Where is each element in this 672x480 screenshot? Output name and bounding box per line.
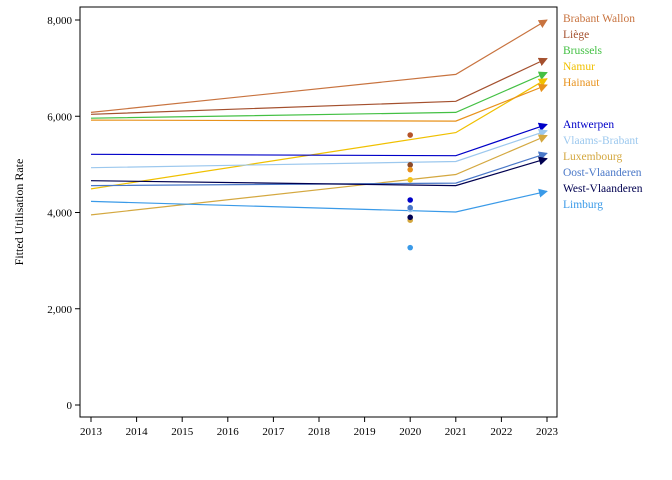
x-tick-label: 2013 [80, 426, 103, 438]
legend-entry: Brabant Wallon [563, 13, 635, 25]
x-axis-ticks: 2013 2014 2015 2016 2017 2018 2019 2020 2021 2022… [80, 417, 559, 438]
legend-entry: Oost-Vlaanderen [563, 167, 642, 179]
legend-entry: Hainaut [563, 77, 600, 89]
y-tick-label: 0 [67, 400, 73, 412]
x-tick-label: 2022 [490, 426, 512, 438]
legend-entry: Brussels [563, 45, 603, 57]
series-lines [90, 19, 548, 216]
data-point-2020 [407, 176, 414, 183]
legend-entry: West-Vlaanderen [563, 183, 643, 195]
y-tick-label: 4,000 [47, 208, 72, 220]
x-tick-label: 2019 [354, 426, 377, 438]
series-line [90, 151, 548, 187]
x-tick-label: 2016 [217, 426, 240, 438]
series-line [90, 129, 548, 169]
data-point-2020 [407, 132, 414, 138]
series-line [90, 122, 548, 157]
data-point-2020 [407, 244, 414, 251]
series-line [90, 71, 548, 119]
x-tick-label: 2018 [308, 426, 331, 438]
y-tick-label: 6,000 [47, 111, 72, 123]
legend-entry: Namur [563, 61, 595, 73]
data-point-2020 [407, 197, 414, 203]
x-tick-label: 2021 [445, 426, 467, 438]
data-point-2020 [407, 162, 414, 168]
data-point-2020 [407, 204, 414, 211]
data-point-2020 [407, 214, 414, 221]
legend-entry: Liège [563, 29, 589, 41]
series-line [90, 134, 548, 216]
x-tick-label: 2023 [536, 426, 559, 438]
x-tick-label: 2017 [262, 426, 285, 438]
legend-entry: Vlaams-Brabant [563, 135, 639, 147]
series-line [90, 83, 548, 122]
data-point-2020 [407, 166, 414, 173]
legend-entry: Luxembourg [563, 151, 622, 163]
series-points [407, 132, 414, 251]
series-line [90, 156, 548, 187]
series-line [90, 57, 548, 115]
series-line [90, 78, 548, 190]
x-tick-label: 2020 [399, 426, 422, 438]
y-tick-label: 8,000 [47, 15, 72, 27]
legend: Brabant Wallon Liège Brussels Namur Hainaut A… [563, 13, 643, 211]
y-tick-label: 2,000 [47, 304, 72, 316]
legend-entry: Antwerpen [563, 119, 614, 131]
legend-entry: Limburg [563, 199, 603, 211]
plot-frame [79, 6, 558, 418]
y-axis-title: Fitted Utilisation Rate [12, 159, 26, 266]
x-tick-label: 2014 [126, 426, 149, 438]
series-line [90, 19, 548, 113]
y-axis-ticks: 0 2,000 4,000 6,000 8,000 [47, 15, 80, 412]
x-tick-label: 2015 [171, 426, 194, 438]
series-line [90, 188, 548, 213]
